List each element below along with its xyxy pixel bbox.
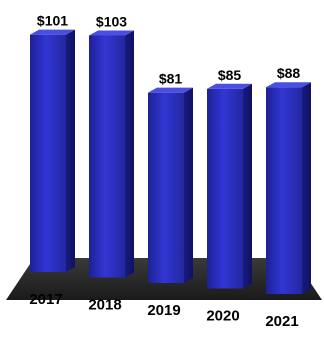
bar-front-face: [207, 88, 243, 289]
tick-label-2017: 2017: [29, 291, 62, 308]
data-label-2021: $88: [277, 65, 301, 81]
bar-2017: [30, 29, 75, 273]
bar-2018: [89, 30, 134, 278]
tick-label-2020: 2020: [206, 308, 239, 325]
bar-2021: [266, 82, 311, 294]
bar-side-face: [66, 29, 75, 273]
bar-2020: [207, 83, 252, 289]
data-label-2018: $103: [96, 13, 127, 29]
bar-side-face: [125, 30, 134, 278]
bar-side-face: [302, 82, 311, 294]
bar-2019: [148, 87, 193, 284]
bar-front-face: [30, 34, 66, 273]
tick-label-2021: 2021: [265, 313, 298, 330]
data-labels-group: $101 $103 $81 $85 $88: [37, 13, 300, 87]
bar-top-face: [207, 83, 252, 89]
bar-front-face: [89, 35, 125, 278]
bar-top-face: [148, 87, 193, 93]
x-axis-tick-labels: 2017 2018 2019 2020 2021: [29, 291, 298, 330]
bar-side-face: [243, 83, 252, 289]
bars-group: [30, 29, 311, 294]
data-label-2020: $85: [218, 67, 242, 83]
data-label-2017: $101: [37, 13, 68, 29]
bar-top-face: [266, 82, 311, 88]
bar-side-face: [184, 87, 193, 284]
bar-top-face: [30, 29, 75, 35]
bar-front-face: [148, 92, 184, 284]
data-label-2019: $81: [159, 71, 183, 87]
tick-label-2019: 2019: [147, 302, 180, 319]
tick-label-2018: 2018: [88, 297, 121, 314]
bar-top-face: [89, 30, 134, 36]
bar-front-face: [266, 87, 302, 294]
